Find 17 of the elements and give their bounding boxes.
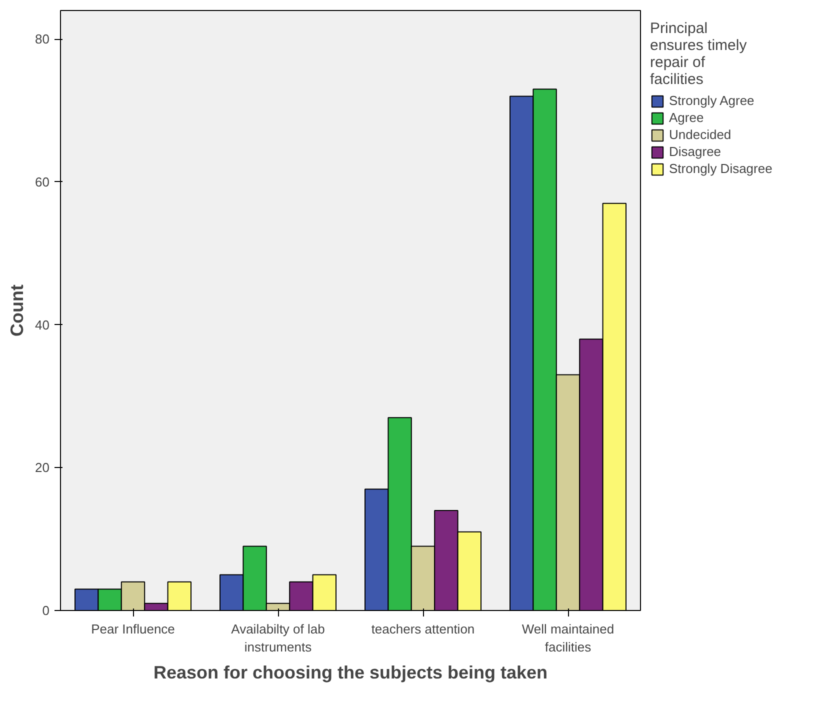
y-tick-label: 20	[35, 460, 50, 476]
x-tick-label: Availabilty of lab instruments	[231, 622, 325, 654]
x-tick-label: teachers attention	[371, 622, 475, 636]
legend-label: Strongly Agree	[669, 93, 754, 108]
x-tick-label: Well maintained facilities	[522, 622, 614, 654]
x-axis-title: Reason for choosing the subjects being taken	[153, 662, 548, 682]
legend-label: Undecided	[669, 127, 732, 142]
legend-label: Disagree	[669, 144, 722, 159]
y-tick-label: 0	[42, 603, 50, 618]
y-tick-label: 40	[35, 317, 50, 332]
y-axis-title: Count	[7, 284, 28, 336]
x-tick-label: Pear Influence	[91, 622, 175, 636]
legend-label: Agree	[669, 110, 704, 125]
legend-title: Principal ensures timely repair of facilities	[650, 20, 748, 88]
y-tick-label: 80	[35, 32, 50, 47]
legend-label: Strongly Disagree	[669, 161, 772, 176]
y-tick-label: 60	[35, 174, 50, 190]
